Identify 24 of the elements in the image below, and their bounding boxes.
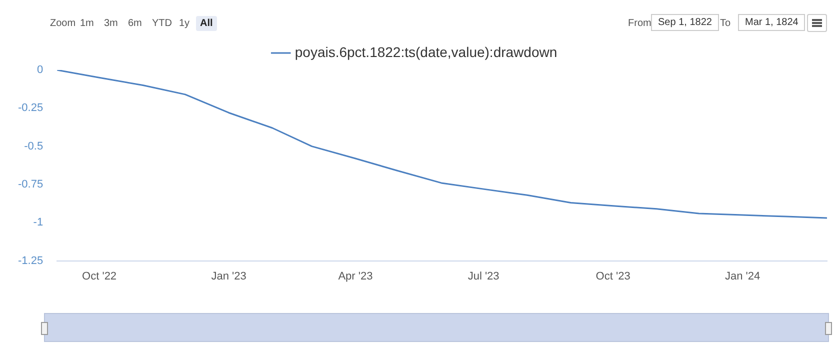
text: Sep 1, 1822 (651, 14, 719, 31)
text: 6m (127, 17, 143, 31)
text: YTD (151, 17, 173, 31)
text: All (196, 16, 217, 31)
y-tick-label: -0.25 (18, 102, 44, 114)
y-tick-label: -1 (33, 216, 44, 229)
legend-label: poyais.6pct.1822:ts(date,value):drawdown (294, 44, 558, 60)
x-tick-label: Jul '23 (468, 270, 500, 282)
text: Mar 1, 1824 (738, 14, 806, 31)
y-tick-label: 0 (36, 64, 44, 76)
y-tick-label: -1.25 (18, 254, 44, 267)
y-tick-label: -0.75 (18, 178, 44, 191)
text: Zoom (49, 17, 77, 31)
text: To (719, 17, 732, 31)
y-tick-label: -0.5 (24, 140, 44, 152)
x-tick-label: Oct '23 (596, 270, 630, 282)
x-tick-label: Jan '24 (724, 270, 760, 282)
x-tick-label: Jan '23 (211, 270, 246, 282)
text: 1y (178, 17, 191, 31)
text: 1m (79, 17, 95, 31)
text: 3m (103, 17, 119, 31)
x-tick-label: Oct '22 (82, 270, 117, 282)
text: From (627, 17, 652, 31)
x-tick-label: Apr '23 (338, 270, 373, 282)
